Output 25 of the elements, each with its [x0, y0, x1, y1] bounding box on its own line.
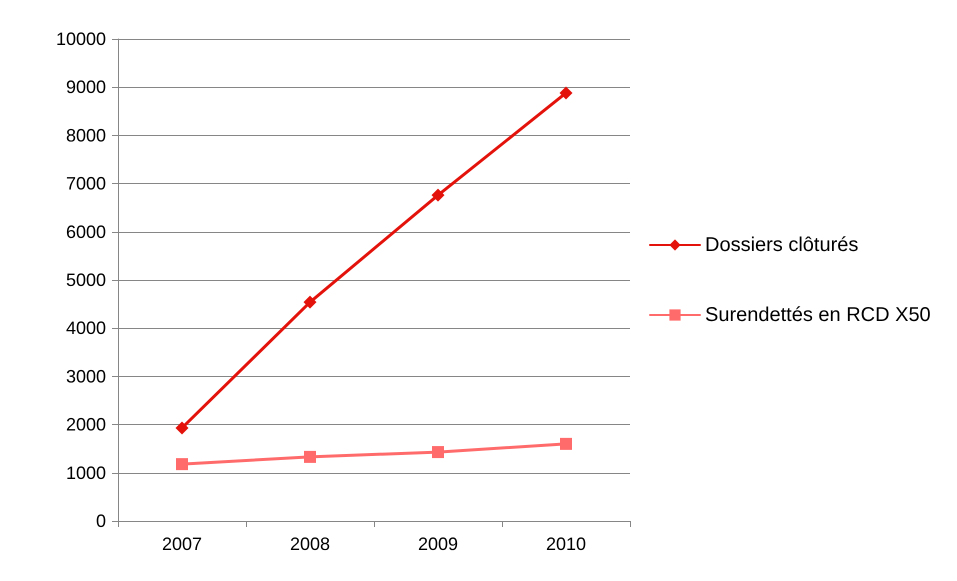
point [560, 438, 572, 450]
x-tick-label: 2010 [546, 534, 586, 554]
x-tick-label: 2009 [418, 534, 458, 554]
y-tick-label: 9000 [66, 77, 106, 98]
y-tick-label: 8000 [66, 125, 106, 146]
y-tick-label: 6000 [66, 222, 106, 242]
y-tick-label: 5000 [66, 270, 106, 290]
x-tick-label: 2007 [162, 534, 202, 554]
y-tick-label: 10000 [56, 29, 106, 49]
y-tick-label: 7000 [66, 174, 106, 194]
x-tick-label: 2008 [290, 534, 330, 554]
legend-label: Dossiers clôturés [705, 234, 858, 256]
point [560, 86, 572, 100]
y-tick-label: 4000 [66, 318, 106, 338]
legend-label: Surendettés en RCD X50 [705, 304, 931, 326]
point [176, 458, 188, 470]
y-tick-label: 1000 [66, 462, 106, 483]
point [304, 450, 316, 463]
point [176, 421, 188, 434]
y-tick-label: 0 [96, 511, 106, 531]
y-tick-label: 2000 [66, 414, 106, 435]
point [304, 296, 316, 309]
point [432, 188, 444, 202]
point [432, 446, 444, 458]
y-tick-label: 3000 [66, 366, 106, 386]
